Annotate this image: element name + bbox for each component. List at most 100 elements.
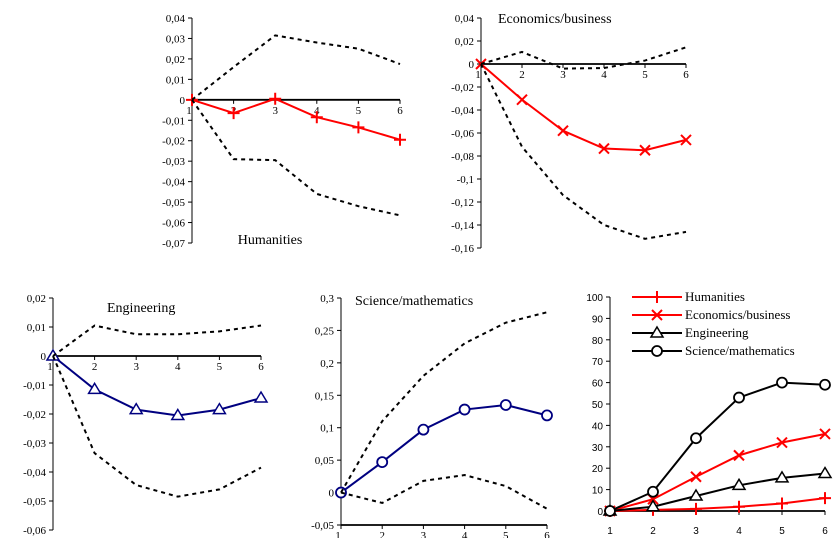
panel-1-series-3-line <box>191 99 401 217</box>
panel-3-x-tick-label-2: 2 <box>92 361 98 373</box>
panel-1-series-1-line <box>191 97 401 141</box>
panel-3-y-tick-label-4: -0,01 <box>23 380 46 392</box>
panel-5-series-1-point-5 <box>776 497 788 510</box>
panel-3-series-1-line <box>52 355 262 417</box>
panel-1-y-tick-label-12: -0,07 <box>162 238 185 250</box>
panel-3-series-1-point-6 <box>253 390 269 403</box>
panel-2-x-tick-label-2: 2 <box>519 69 525 81</box>
panel-1-series-1-point-5 <box>352 121 365 134</box>
legend-label-4: Science/mathematics <box>685 343 795 358</box>
panel-3-x-tick-label-4: 4 <box>175 361 181 373</box>
panel-5-series-4-point-6 <box>819 378 831 391</box>
panel-1-y-tick-label-8: -0,03 <box>162 156 185 168</box>
panel-5-y-tick-label-5: 60 <box>592 379 604 390</box>
panel-2-series-1-point-4 <box>598 142 610 155</box>
panel-2-y-tick-label-5: -0,04 <box>451 105 474 117</box>
panel-3-y-tick-label-6: -0,03 <box>23 438 46 450</box>
panel-4-series-1-point-6 <box>541 409 553 422</box>
panel-3-x-tick-label-3: 3 <box>133 361 139 373</box>
panel-5-series-3-point-4 <box>731 477 747 491</box>
panel-5-x-tick-label-6: 6 <box>822 526 828 537</box>
panel-5-y-tick-label-6: 50 <box>592 400 604 411</box>
panel-3-y-tick-label-8: -0,05 <box>23 496 46 508</box>
panel-1-series-2-line <box>191 34 401 101</box>
panel-2-series-2-line <box>480 46 687 70</box>
panel-2-y-tick-label-1: 0,04 <box>455 13 475 25</box>
panel-5-y-tick-label-2: 90 <box>592 314 604 325</box>
panel-3-series-2-line <box>52 324 262 357</box>
panel-2-y-tick-label-3: 0 <box>469 59 475 71</box>
panel-1-x-tick-label-1: 1 <box>186 105 192 117</box>
panel-2-y-tick-label-6: -0,06 <box>451 128 474 140</box>
panel-5-y-tick-label-4: 70 <box>592 357 604 368</box>
panel-4-series-1-line <box>340 404 548 494</box>
panel-2-series-3-line <box>480 63 687 240</box>
panel-5-x-tick-label-2: 2 <box>650 526 656 537</box>
panel-5-series-2-point-4 <box>733 449 745 462</box>
panel-2-y-tick-label-10: -0,14 <box>451 220 474 232</box>
panel-5-y-tick-label-9: 20 <box>592 464 604 475</box>
panel-3-y-tick-label-9: -0,06 <box>23 525 46 537</box>
panel-3-series-3-line <box>52 355 262 498</box>
legend-label-1: Humanities <box>685 289 745 304</box>
panel-2-y-tick-label-9: -0,12 <box>451 197 474 209</box>
panel-3-series-1-point-2 <box>87 381 102 395</box>
panel-2-series-1-point-6 <box>680 134 692 146</box>
panel-4-y-tick-label-5: 0,1 <box>320 423 334 435</box>
panel-3-y-tick-label-1: 0,02 <box>27 293 46 305</box>
panel-4-y-tick-label-1: 0,3 <box>320 293 334 305</box>
panel-4-y-tick-label-8: -0,05 <box>311 520 334 532</box>
panel-4-x-tick-label-4: 4 <box>462 530 468 538</box>
panel-5-y-tick-label-8: 30 <box>592 443 604 454</box>
panel-3-series-1-point-5 <box>212 402 227 415</box>
panel-2-y-tick-label-8: -0,1 <box>457 174 474 186</box>
panel-5-series-4-point-2 <box>647 485 659 498</box>
panel-3-y-tick-label-2: 0,01 <box>27 322 46 334</box>
panel-4-series-2-line <box>340 311 548 494</box>
panel-1-y-tick-label-4: 0,01 <box>166 74 185 86</box>
panel-2-series-1-point-5 <box>639 144 651 156</box>
panel-1-x-tick-label-4: 4 <box>314 105 320 117</box>
panel-4-x-tick-label-6: 6 <box>544 530 550 538</box>
panel-2-y-tick-label-7: -0,08 <box>451 151 474 163</box>
panel-5-series-1-line <box>609 497 826 512</box>
panel-2-y-tick-label-2: 0,02 <box>455 36 474 48</box>
panel-3-x-tick-label-6: 6 <box>258 361 264 373</box>
panel-4-series-1-point-2 <box>376 456 389 468</box>
panel-4-y-tick-label-7: 0 <box>329 488 335 500</box>
panel-4-series-1-point-3 <box>417 423 430 436</box>
panel-5-series-1-point-3 <box>690 502 702 515</box>
panel-4-series-1-point-5 <box>499 399 512 411</box>
panel-2-x-tick-label-6: 6 <box>683 69 689 81</box>
panel-5-series-3-point-5 <box>774 470 790 483</box>
panel-1-y-tick-label-2: 0,03 <box>166 33 186 45</box>
panel-4-y-tick-label-4: 0,15 <box>315 390 335 402</box>
panel-1-y-tick-label-3: 0,02 <box>166 54 185 66</box>
panel-1-x-tick-label-5: 5 <box>356 105 362 117</box>
panel-1-y-tick-label-7: -0,02 <box>162 136 185 148</box>
panel-5-series-2-point-6 <box>819 428 831 440</box>
panel-1-x-tick-label-6: 6 <box>397 105 403 117</box>
panel-5-series-3-point-2 <box>645 499 661 512</box>
panel-4-series-1-point-4 <box>458 403 471 416</box>
chart-panel-2: 0,04 0,02 0 -0,02 -0,04 -0,06 -0,08 -0,1 -0,12 -0… <box>451 12 692 255</box>
panel-3-title: Engineering <box>107 301 175 316</box>
panel-1-y-tick-label-9: -0,04 <box>162 177 185 189</box>
panel-2-series-1-point-2 <box>516 93 528 106</box>
panel-5-y-tick-label-3: 80 <box>592 336 604 347</box>
chart-panel-4: 0,3 0,25 0,2 0,15 0,1 0,05 0 -0,051 2 3 4 5 6 Science… <box>311 293 553 538</box>
panel-3-y-tick-label-3: 0 <box>41 351 47 363</box>
panel-5-x-tick-label-1: 1 <box>607 526 613 537</box>
legend-marker-3 <box>649 325 665 338</box>
panel-4-x-tick-label-2: 2 <box>379 530 385 538</box>
legend-label-2: Economics/business <box>685 307 790 322</box>
panel-4-x-tick-label-3: 3 <box>421 530 427 538</box>
panel-4-y-tick-label-2: 0,25 <box>315 325 335 337</box>
panel-1-y-tick-label-1: 0,04 <box>166 13 186 25</box>
panel-1-y-tick-label-6: -0,01 <box>162 115 185 127</box>
panel-5-x-tick-label-3: 3 <box>693 526 699 537</box>
panel-5-x-tick-label-4: 4 <box>736 526 742 537</box>
panel-1-title: Humanities <box>238 233 303 248</box>
